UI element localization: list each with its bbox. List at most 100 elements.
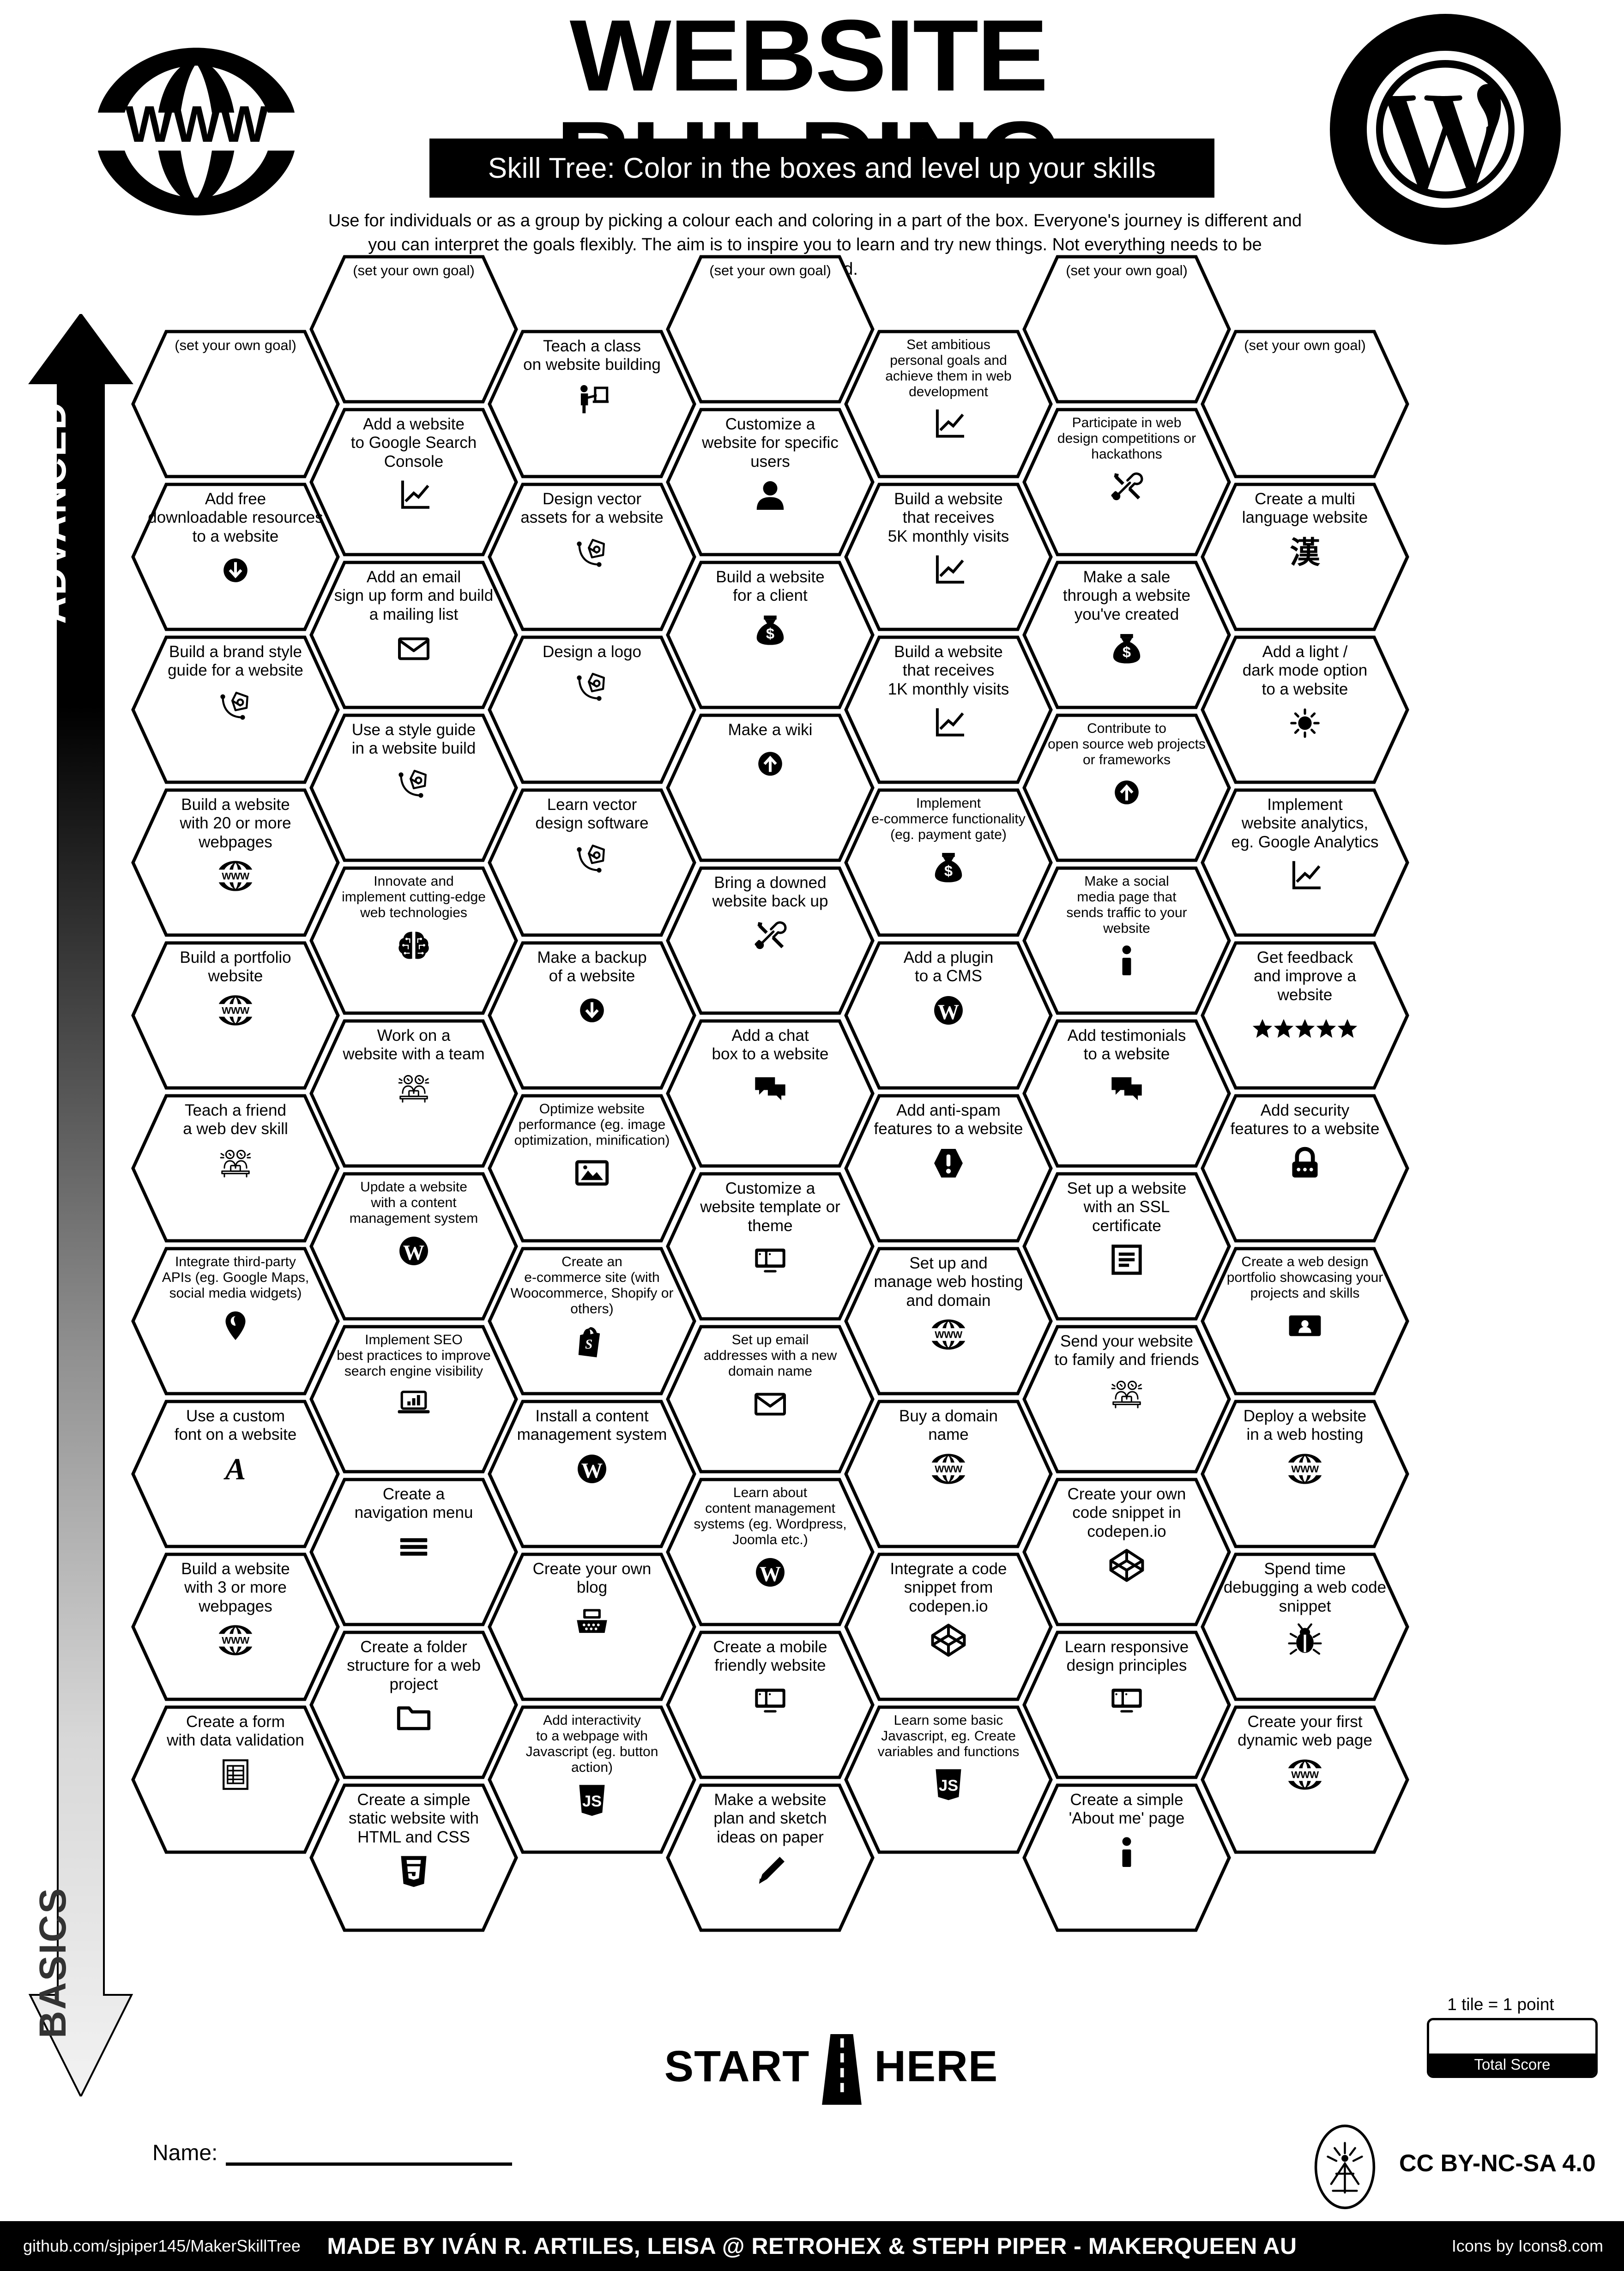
skill-hex-tile[interactable]: Buy a domain name WWW <box>842 1398 1055 1550</box>
skill-hex-tile[interactable]: Build a website that receives 5K monthly… <box>842 481 1055 633</box>
skill-hex-tile[interactable]: (set your own goal) <box>308 253 520 405</box>
footer-icons-credit[interactable]: Icons by Icons8.com <box>1451 2236 1603 2255</box>
skill-hex-tile[interactable]: (set your own goal) <box>1199 328 1411 480</box>
skill-hex-tile[interactable]: Build a website with 3 or more webpages W… <box>129 1551 342 1703</box>
skill-hex-tile[interactable]: Work on a website with a team <box>308 1017 520 1170</box>
skill-hex-tile[interactable]: Build a website with 20 or more webpages… <box>129 786 342 939</box>
skill-hex-tile[interactable]: Install a content management system W <box>486 1398 698 1550</box>
skill-hex-tile[interactable]: Learn about content management systems (… <box>664 1476 876 1628</box>
skill-tile-label: (set your own goal) <box>353 262 475 278</box>
skill-tile-label: (set your own goal) <box>709 262 831 278</box>
skill-hex-tile[interactable]: Bring a downed website back up <box>664 864 876 1017</box>
skill-hex-tile[interactable]: Make a social media page that sends traf… <box>1020 864 1233 1017</box>
svg-text:JS: JS <box>939 1776 958 1794</box>
skill-hex-tile[interactable]: Build a website that receives 1K monthly… <box>842 634 1055 786</box>
footer-github-link[interactable]: github.com/sjpiper145/MakerSkillTree <box>23 2236 301 2255</box>
skill-hex-tile[interactable]: Add a plugin to a CMS W <box>842 939 1055 1092</box>
skill-hex-tile[interactable]: Build a brand style guide for a website <box>129 634 342 786</box>
skill-hex-tile[interactable]: Create a simple static website with HTML… <box>308 1782 520 1934</box>
skill-hex-tile[interactable]: (set your own goal) <box>129 328 342 480</box>
skill-tile-label: Deploy a website in a web hosting <box>1243 1407 1367 1444</box>
warning-icon <box>929 1143 968 1183</box>
name-input[interactable] <box>226 2162 513 2166</box>
skill-hex-tile[interactable]: Optimize website performance (eg. image … <box>486 1092 698 1244</box>
skill-hex-tile[interactable]: Customize a website template or theme <box>664 1170 876 1323</box>
chart-icon <box>394 476 434 515</box>
hexagon-outline <box>842 481 1055 633</box>
skill-hex-tile[interactable]: Create a folder structure for a web proj… <box>308 1629 520 1781</box>
skill-hex-tile[interactable]: Implement SEO best practices to improve … <box>308 1323 520 1475</box>
skill-hex-tile[interactable]: Participate in web design competitions o… <box>1020 406 1233 558</box>
score-value[interactable] <box>1429 2020 1595 2054</box>
skill-hex-tile[interactable]: Create your own blog <box>486 1551 698 1703</box>
skill-hex-tile[interactable]: Teach a class on website building <box>486 328 698 480</box>
skill-hex-tile[interactable]: Create your own code snippet in codepen.… <box>1020 1476 1233 1628</box>
skill-hex-tile[interactable]: Set up email addresses with a new domain… <box>664 1323 876 1475</box>
skill-hex-tile[interactable]: Implement e-commerce functionality (eg. … <box>842 786 1055 939</box>
skill-hex-tile[interactable]: Create your first dynamic web page WWW <box>1199 1703 1411 1856</box>
hexagon-outline <box>842 328 1055 480</box>
skill-hex-tile[interactable]: Integrate a code snippet from codepen.io <box>842 1551 1055 1703</box>
skill-hex-tile[interactable]: Deploy a website in a web hosting WWW <box>1199 1398 1411 1550</box>
skill-tile-label: Design a logo <box>542 643 642 661</box>
codepen-icon <box>929 1620 968 1660</box>
hexagon-outline <box>664 864 876 1017</box>
skill-hex-tile[interactable]: Use a style guide in a website build <box>308 712 520 864</box>
skill-hex-tile[interactable]: Set up and manage web hosting and domain… <box>842 1245 1055 1397</box>
skill-hex-tile[interactable]: Add a chat box to a website <box>664 1017 876 1170</box>
total-score-box[interactable]: Total Score <box>1427 2018 1598 2078</box>
skill-hex-tile[interactable]: Contribute to open source web projects o… <box>1020 712 1233 864</box>
skill-hex-tile[interactable]: Add anti-spam features to a website <box>842 1092 1055 1244</box>
skill-hex-tile[interactable]: Integrate third-party APIs (eg. Google M… <box>129 1245 342 1397</box>
skill-hex-tile[interactable]: Spend time debugging a web code snippet <box>1199 1551 1411 1703</box>
skill-hex-tile[interactable]: (set your own goal) <box>1020 253 1233 405</box>
skill-hex-tile[interactable]: Add a light / dark mode option to a webs… <box>1199 634 1411 786</box>
skill-hex-tile[interactable]: Make a sale through a website you've cre… <box>1020 559 1233 711</box>
skill-hex-tile[interactable]: Add an email sign up form and build a ma… <box>308 559 520 711</box>
skill-hex-tile[interactable]: Make a backup of a website <box>486 939 698 1092</box>
skill-hex-tile[interactable]: Set up a website with an SSL certificate <box>1020 1170 1233 1323</box>
skill-hex-tile[interactable]: (set your own goal) <box>664 253 876 405</box>
skill-hex-tile[interactable]: Create an e-commerce site (with Woocomme… <box>486 1245 698 1397</box>
skill-hex-tile[interactable]: Build a portfolio website WWW <box>129 939 342 1092</box>
skill-hex-tile[interactable]: Learn vector design software <box>486 786 698 939</box>
skill-hex-tile[interactable]: Set ambitious personal goals and achieve… <box>842 328 1055 480</box>
skill-hex-tile[interactable]: Teach a friend a web dev skill <box>129 1092 342 1244</box>
skill-hex-tile[interactable]: Update a website with a content manageme… <box>308 1170 520 1323</box>
skill-hex-tile[interactable]: Design vector assets for a website <box>486 481 698 633</box>
skill-hex-tile[interactable]: Customize a website for specific users <box>664 406 876 558</box>
skill-hex-tile[interactable]: Design a logo <box>486 634 698 786</box>
skill-hex-tile[interactable]: Create a multi language website 漢 <box>1199 481 1411 633</box>
skill-hex-tile[interactable]: Add free downloadable resources to a web… <box>129 481 342 633</box>
skill-hex-tile[interactable]: Create a navigation menu <box>308 1476 520 1628</box>
skill-hex-tile[interactable]: Add security features to a website <box>1199 1092 1411 1244</box>
svg-text:WWW: WWW <box>222 870 250 882</box>
skill-hex-tile[interactable]: Use a custom font on a website A <box>129 1398 342 1550</box>
skill-hex-tile[interactable]: Learn responsive design principles <box>1020 1629 1233 1781</box>
skill-hex-tile[interactable]: Create a form with data validation <box>129 1703 342 1856</box>
skill-tile-label: Set ambitious personal goals and achieve… <box>885 337 1012 399</box>
skill-tile-label: Create your first dynamic web page <box>1238 1713 1372 1750</box>
skill-hex-tile[interactable]: Innovate and implement cutting-edge web … <box>308 864 520 1017</box>
skill-hex-tile[interactable]: Build a website for a client $ <box>664 559 876 711</box>
skill-hex-tile[interactable]: Make a wiki <box>664 712 876 864</box>
form-icon <box>216 1755 255 1794</box>
chart-icon <box>929 550 968 590</box>
hexagon-outline <box>308 864 520 1017</box>
skill-tile-label: Set up and manage web hosting and domain <box>874 1254 1023 1310</box>
skill-hex-tile[interactable]: Implement website analytics, eg. Google … <box>1199 786 1411 939</box>
skill-hex-tile[interactable]: Make a website plan and sketch ideas on … <box>664 1782 876 1934</box>
skill-hex-tile[interactable]: Create a simple 'About me' page <box>1020 1782 1233 1934</box>
skill-hex-tile[interactable]: Get feedback and improve a website <box>1199 939 1411 1092</box>
skill-tile-label: Spend time debugging a web code snippet <box>1223 1560 1387 1615</box>
skill-hex-tile[interactable]: Create a mobile friendly website <box>664 1629 876 1781</box>
svg-text:WWW: WWW <box>1291 1463 1319 1474</box>
skill-hex-tile[interactable]: Add interactivity to a webpage with Java… <box>486 1703 698 1856</box>
skill-hex-tile[interactable]: Send your website to family and friends <box>1020 1323 1233 1475</box>
skill-hex-tile[interactable]: Create a web design portfolio showcasing… <box>1199 1245 1411 1397</box>
skill-hex-tile[interactable]: Add a website to Google Search Console <box>308 406 520 558</box>
skill-tile-label: Bring a downed website back up <box>712 874 828 911</box>
skill-tile-label: Implement e-commerce functionality (eg. … <box>871 796 1026 842</box>
skill-hex-tile[interactable]: Learn some basic Javascript, eg. Create … <box>842 1703 1055 1856</box>
skill-hex-tile[interactable]: Add testimonials to a website <box>1020 1017 1233 1170</box>
